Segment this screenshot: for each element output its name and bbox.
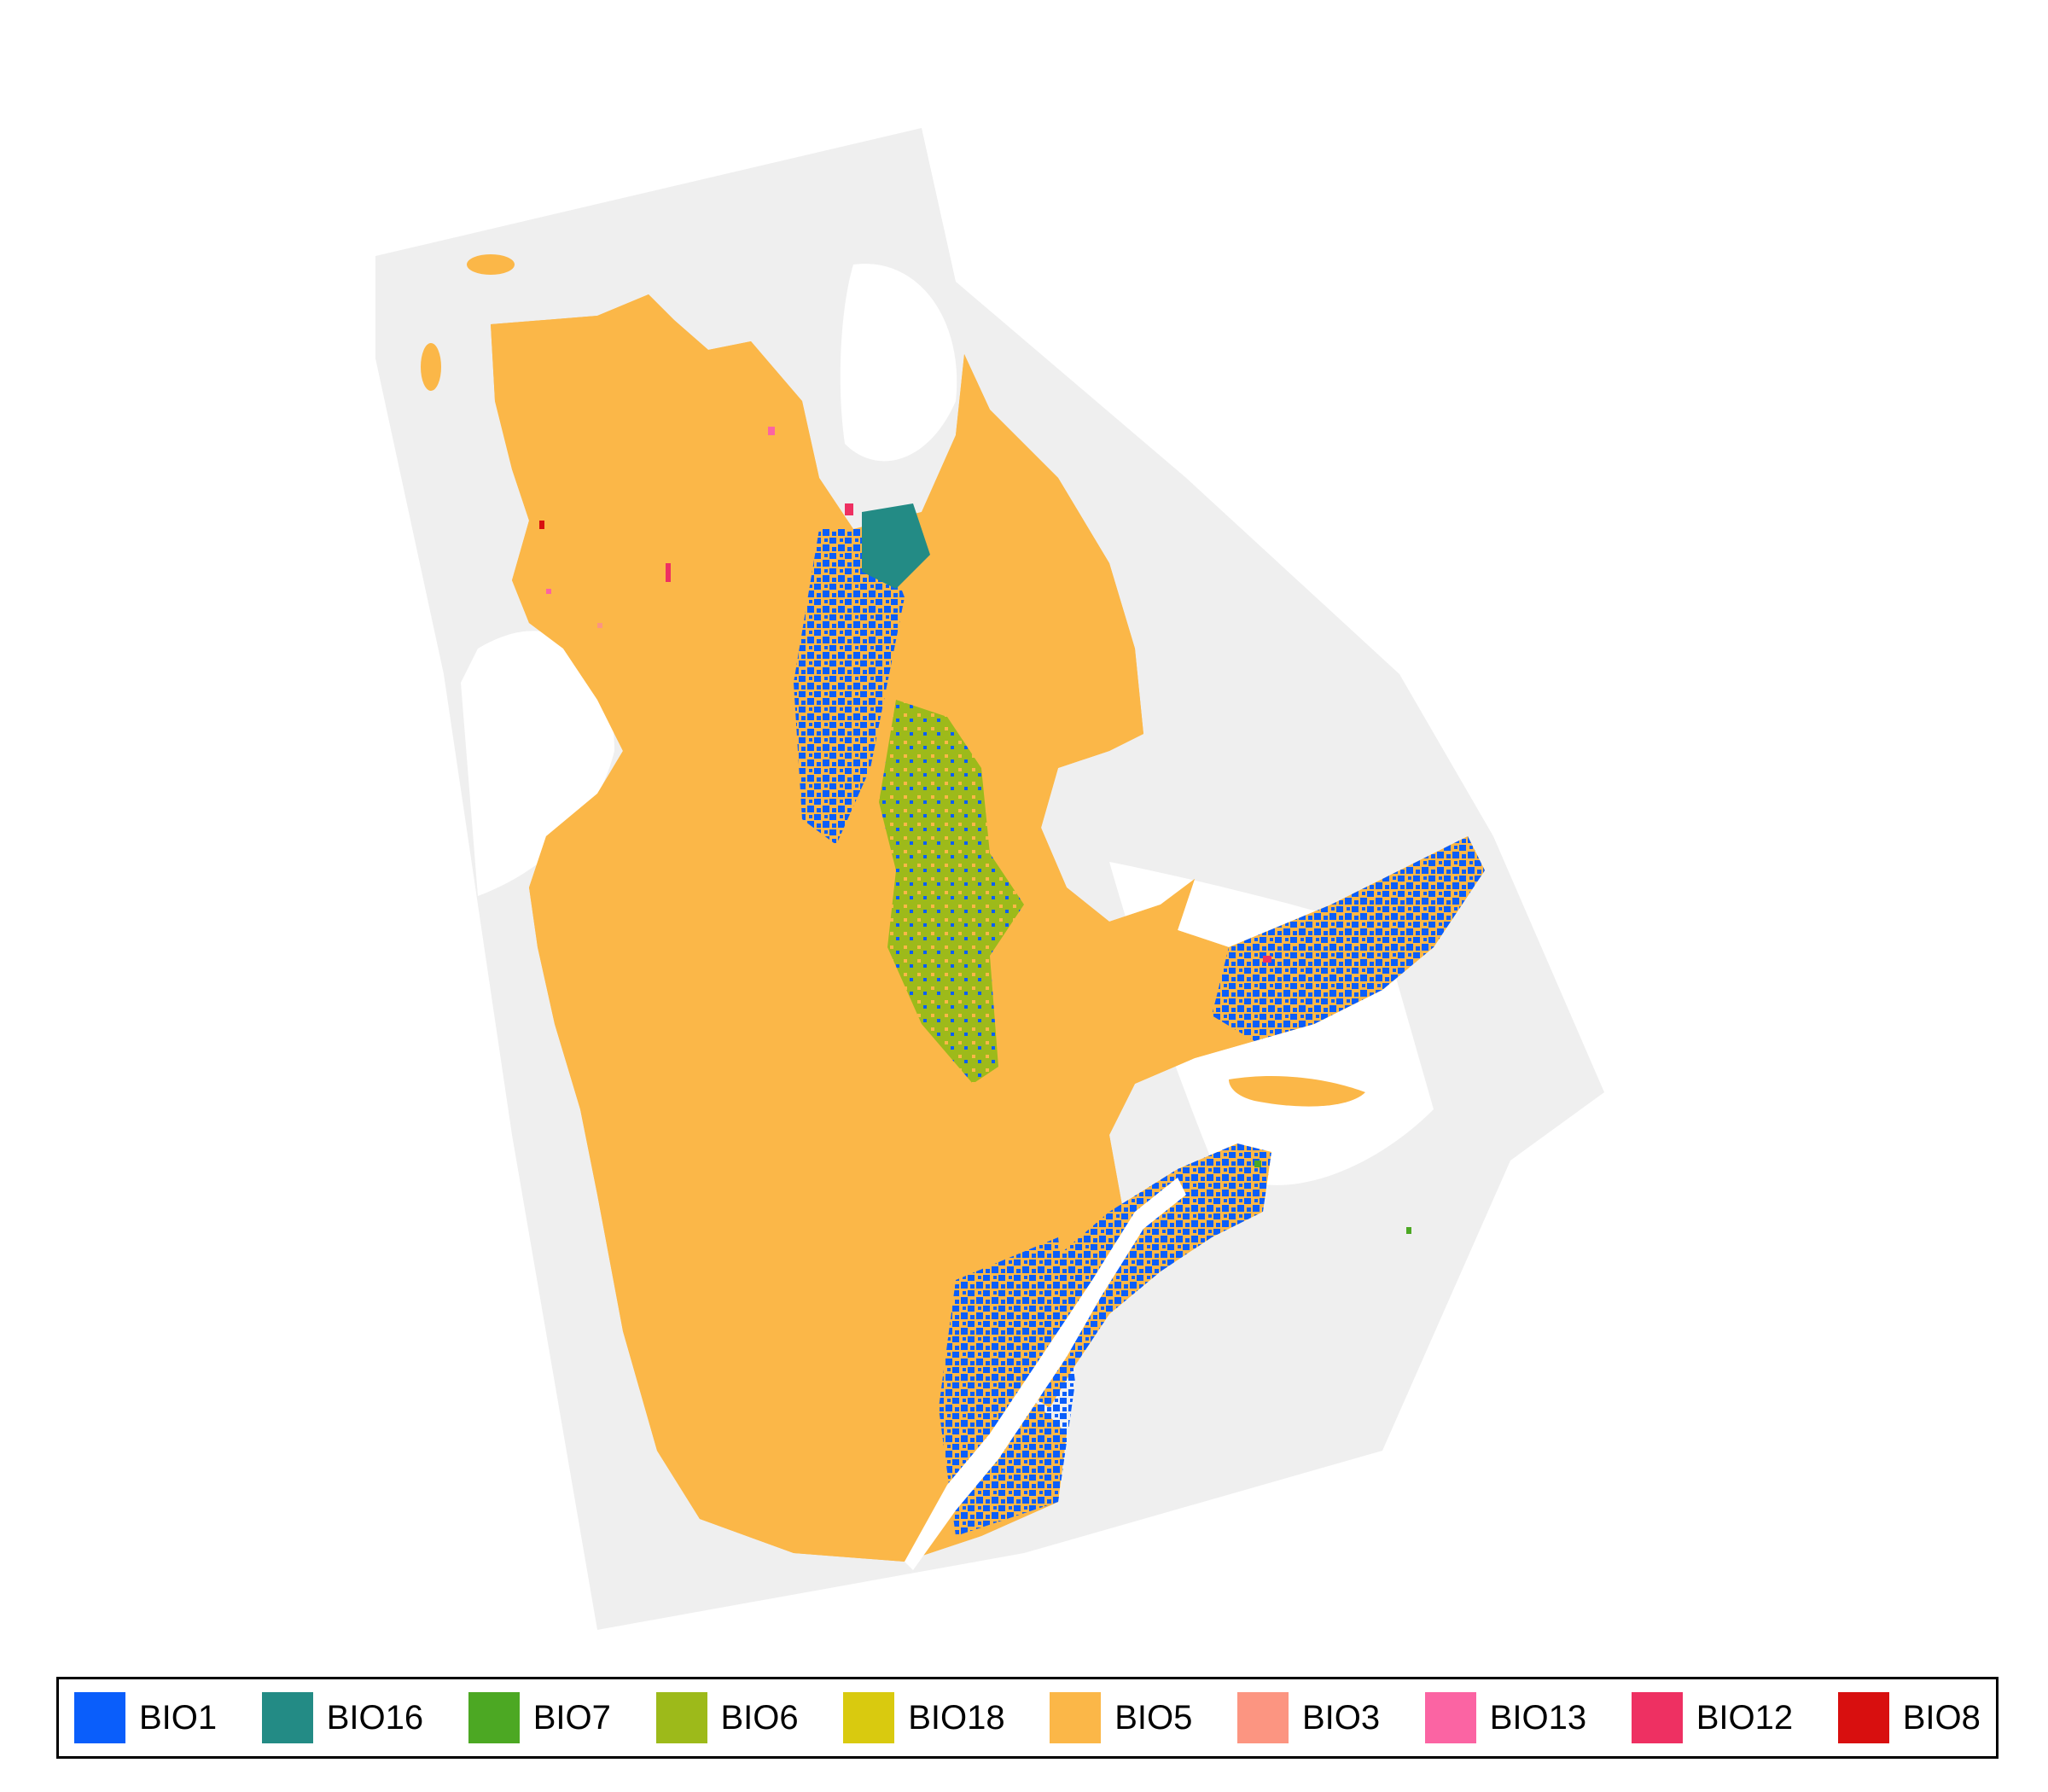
legend-swatch xyxy=(74,1692,125,1743)
legend-swatch xyxy=(843,1692,895,1743)
legend-swatch xyxy=(1631,1692,1683,1743)
legend-item-bio6: BIO6 xyxy=(655,1692,799,1743)
legend-item-bio7: BIO7 xyxy=(468,1692,611,1743)
map-panel xyxy=(375,128,1604,1630)
ungava-bay-water xyxy=(840,264,957,462)
legend-label: BIO13 xyxy=(1489,1698,1587,1737)
legend-label: BIO16 xyxy=(326,1698,424,1737)
legend-label: BIO8 xyxy=(1902,1698,1981,1737)
legend-swatch xyxy=(1424,1692,1476,1743)
northern-island xyxy=(467,254,515,275)
legend-swatch xyxy=(1837,1692,1889,1743)
bio3-speckle xyxy=(597,623,602,628)
legend-swatch xyxy=(468,1692,520,1743)
bio8-speckle xyxy=(539,521,544,529)
bio6-central-band xyxy=(879,700,1024,1084)
bio13-speckle xyxy=(546,589,551,594)
bio1-dense-east xyxy=(1212,836,1485,1041)
legend-item-bio1: BIO1 xyxy=(74,1692,217,1743)
bio12-speckle xyxy=(845,503,853,515)
legend-swatch xyxy=(261,1692,313,1743)
legend-item-bio13: BIO13 xyxy=(1424,1692,1587,1743)
bio12-speckle xyxy=(666,563,671,582)
legend-item-bio5: BIO5 xyxy=(1050,1692,1192,1743)
legend-item-bio12: BIO12 xyxy=(1631,1692,1794,1743)
bio16-northern-patch xyxy=(862,503,930,589)
hudson-bay-water xyxy=(461,631,614,896)
legend-item-bio16: BIO16 xyxy=(261,1692,424,1743)
legend-item-bio3: BIO3 xyxy=(1237,1692,1380,1743)
legend-label: BIO12 xyxy=(1696,1698,1794,1737)
legend-item-bio18: BIO18 xyxy=(843,1692,1005,1743)
bio1-dense-central xyxy=(794,529,905,845)
legend-item-bio8: BIO8 xyxy=(1837,1692,1981,1743)
map-legend: BIO1 BIO16 BIO7 BIO6 BIO18 BIO5 BIO3 BIO13 BIO12… xyxy=(56,1677,1999,1759)
anticosti-island xyxy=(1229,1075,1365,1107)
legend-label: BIO1 xyxy=(139,1698,218,1737)
bio12-speckle xyxy=(1263,956,1271,963)
bio7-speckle xyxy=(1254,1161,1261,1167)
northern-island xyxy=(421,343,441,391)
legend-label: BIO7 xyxy=(532,1698,611,1737)
legend-swatch xyxy=(1050,1692,1102,1743)
legend-label: BIO3 xyxy=(1302,1698,1381,1737)
legend-swatch xyxy=(1237,1692,1289,1743)
st-lawrence-river xyxy=(905,1178,1186,1570)
legend-label: BIO6 xyxy=(720,1698,799,1737)
legend-label: BIO18 xyxy=(908,1698,1005,1737)
bio13-speckle xyxy=(768,427,775,435)
bio7-speckle xyxy=(1406,1227,1411,1234)
quebec-raster-map xyxy=(375,128,1604,1630)
legend-swatch xyxy=(655,1692,707,1743)
legend-label: BIO5 xyxy=(1114,1698,1193,1737)
